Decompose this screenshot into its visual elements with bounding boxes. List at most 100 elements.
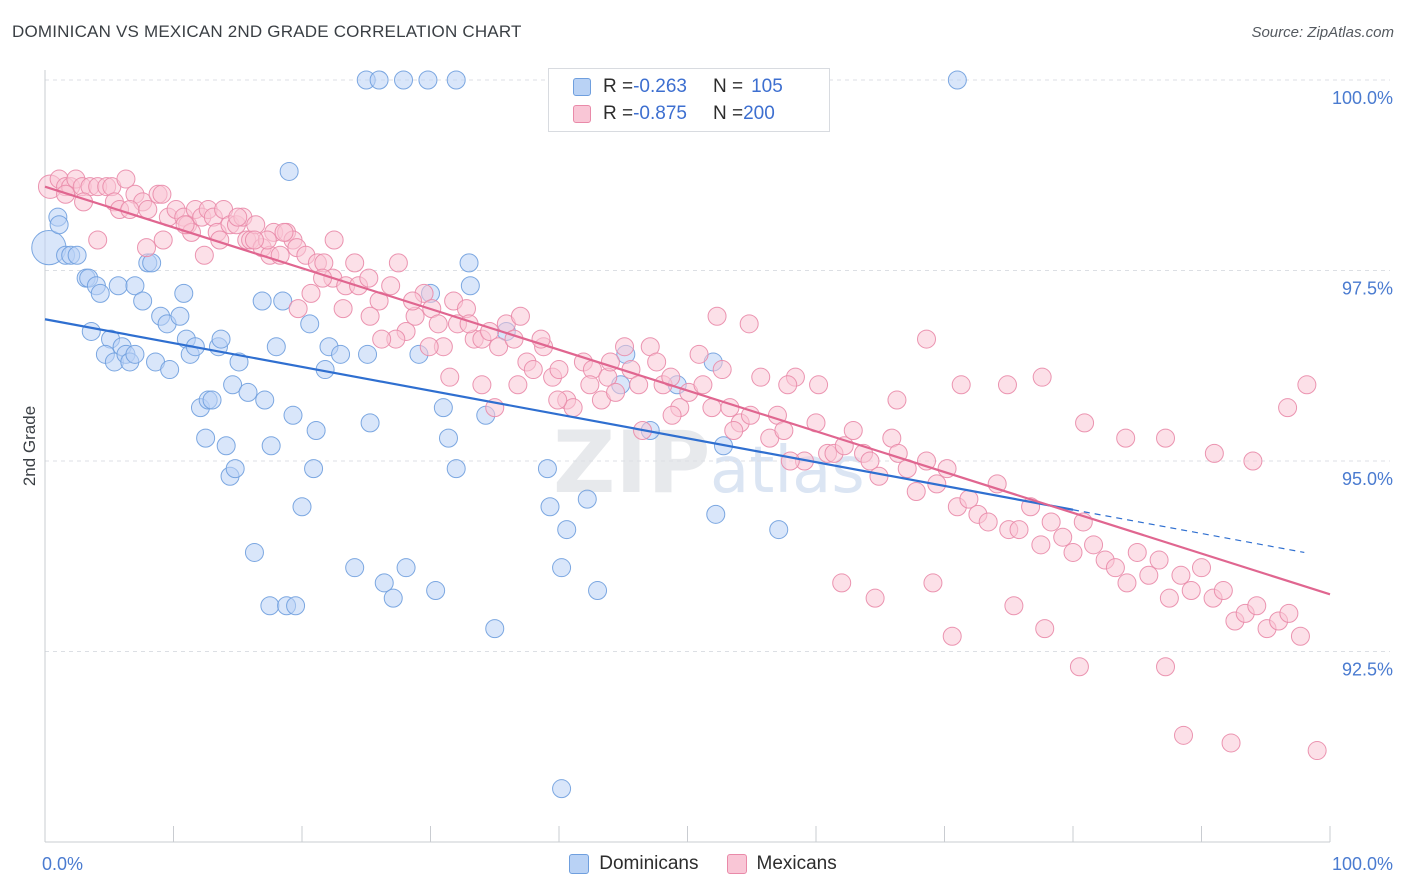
- mexicans-point: [88, 230, 108, 250]
- mexicans-point: [1116, 428, 1136, 448]
- dominicans-point: [537, 459, 557, 479]
- dominicans-point: [244, 542, 264, 562]
- dominicans-point: [426, 581, 446, 601]
- mexicans-point: [508, 375, 528, 395]
- mexicans-point: [359, 268, 379, 288]
- mexicans-point: [324, 230, 344, 250]
- mexicans-points: [37, 169, 1327, 761]
- mexicans-point: [1290, 626, 1310, 646]
- mexicans-point: [606, 382, 626, 402]
- mexicans-point: [1031, 535, 1051, 555]
- dominicans-point: [266, 337, 286, 357]
- dominicans-point: [485, 619, 505, 639]
- mexicans-point: [865, 588, 885, 608]
- dominicans-point: [49, 215, 69, 235]
- mexicans-n-value: 200: [743, 103, 775, 124]
- dominicans-point: [394, 70, 414, 90]
- mexicans-point: [244, 230, 264, 250]
- mexicans-point: [288, 299, 308, 319]
- mexicans-r-label: R =: [603, 103, 634, 124]
- dominicans-point: [446, 459, 466, 479]
- dominicans-r-value: -0.263: [633, 76, 687, 97]
- dominicans-point: [418, 70, 438, 90]
- mexicans-point: [372, 329, 392, 349]
- mexicans-point: [138, 200, 158, 220]
- dominicans-point: [577, 489, 597, 509]
- dominicans-point: [292, 497, 312, 517]
- legend-item-dominicans[interactable]: Dominicans: [569, 853, 699, 875]
- mexicans-point: [333, 299, 353, 319]
- dominicans-point: [174, 283, 194, 303]
- dominicans-point: [552, 779, 572, 799]
- dominicans-point: [438, 428, 458, 448]
- mexicans-r-value: -0.875: [633, 103, 687, 124]
- dominicans-point: [279, 161, 299, 181]
- mexicans-point: [1035, 619, 1055, 639]
- mexicans-point: [724, 421, 744, 441]
- mexicans-point: [923, 573, 943, 593]
- mexicans-point: [1117, 573, 1137, 593]
- mexicans-point: [662, 405, 682, 425]
- mexicans-point: [549, 360, 569, 380]
- dominicans-point: [81, 321, 101, 341]
- dominicans-point: [331, 344, 351, 364]
- dominicans-point: [90, 283, 110, 303]
- mexicans-point: [1149, 550, 1169, 570]
- dominicans-point: [345, 558, 365, 578]
- mexicans-point: [1171, 565, 1191, 585]
- dominicans-point: [108, 276, 128, 296]
- mexicans-point: [951, 375, 971, 395]
- dominicans-r-label: R =: [603, 76, 634, 97]
- mexicans-point: [1213, 581, 1233, 601]
- dominicans-point: [252, 291, 272, 311]
- y-tick-label-2: 95.0%: [1342, 469, 1393, 489]
- dominicans-legend-swatch: [569, 854, 590, 874]
- dominicans-point: [460, 276, 480, 296]
- dominicans-point: [588, 581, 608, 601]
- series-legend: Dominicans Mexicans: [0, 852, 1406, 876]
- mexicans-point: [1009, 520, 1029, 540]
- mexicans-point: [388, 253, 408, 273]
- mexicans-point: [707, 306, 727, 326]
- dominicans-point: [170, 306, 190, 326]
- mexicans-point: [978, 512, 998, 532]
- mexicans-point: [1204, 443, 1224, 463]
- dominicans-point: [286, 596, 306, 616]
- mexicans-point: [301, 283, 321, 303]
- mexicans-point: [1053, 527, 1073, 547]
- mexicans-point: [1084, 535, 1104, 555]
- dominicans-point: [459, 253, 479, 273]
- mexicans-point: [937, 459, 957, 479]
- dominicans-n-value: 105: [751, 76, 783, 97]
- mexicans-point: [615, 337, 635, 357]
- mexicans-point: [751, 367, 771, 387]
- dominicans-point: [360, 413, 380, 433]
- mexicans-point: [428, 314, 448, 334]
- mexicans-point: [1297, 375, 1317, 395]
- x-tick-label-min: 0.0%: [42, 854, 83, 874]
- mexicans-point: [510, 306, 530, 326]
- mexicans-point: [1127, 542, 1147, 562]
- legend-row-dominicans: R = -0.263 N = 105: [573, 75, 783, 99]
- dominicans-point: [300, 314, 320, 334]
- dominicans-point: [160, 360, 180, 380]
- legend-item-mexicans[interactable]: Mexicans: [726, 853, 837, 875]
- dominicans-point: [557, 520, 577, 540]
- mexicans-point: [523, 360, 543, 380]
- mexicans-point: [1181, 581, 1201, 601]
- dominicans-point: [306, 421, 326, 441]
- mexicans-point: [917, 329, 937, 349]
- x-tick-label-max: 100.0%: [1332, 854, 1393, 874]
- mexicans-point: [381, 276, 401, 296]
- dominicans-point: [238, 382, 258, 402]
- dominicans-point: [211, 329, 231, 349]
- mexicans-point: [153, 230, 173, 250]
- mexicans-point: [1041, 512, 1061, 532]
- dominicans-point: [133, 291, 153, 311]
- mexicans-swatch: [573, 105, 591, 123]
- dominicans-point: [255, 390, 275, 410]
- dominicans-point: [283, 405, 303, 425]
- source-credit[interactable]: Source: ZipAtlas.com: [1251, 24, 1394, 41]
- mexicans-point: [1159, 588, 1179, 608]
- dominicans-point: [229, 352, 249, 372]
